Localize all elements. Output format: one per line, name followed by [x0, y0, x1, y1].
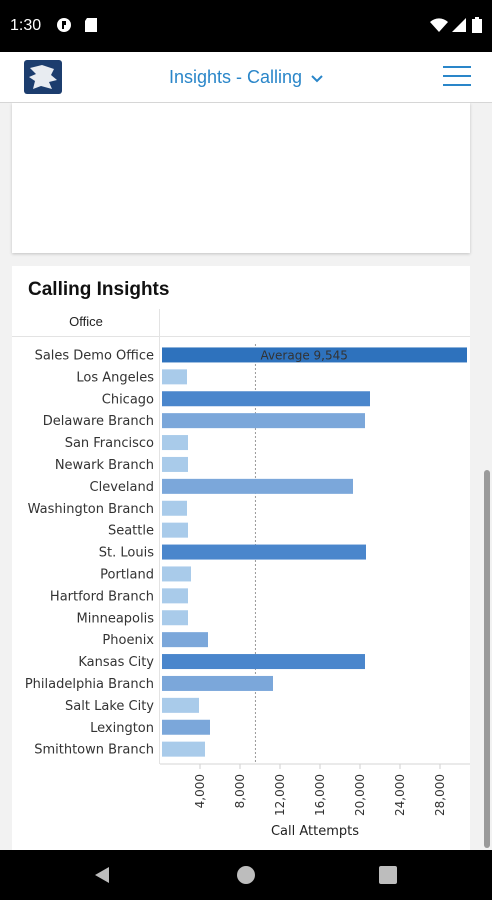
- category-label: Newark Branch: [55, 458, 154, 473]
- column-divider: [159, 309, 160, 764]
- category-label: Phoenix: [102, 633, 154, 648]
- bar[interactable]: [162, 478, 353, 494]
- category-label: Salt Lake City: [65, 699, 154, 714]
- call-attempts-bar-chart: Sales Demo Office Los Angeles Chicago Delaw…: [25, 344, 470, 839]
- bar[interactable]: [162, 391, 370, 407]
- x-tick-label: 12,000: [273, 774, 287, 816]
- category-label: Washington Branch: [28, 502, 154, 517]
- bar[interactable]: [162, 632, 208, 648]
- bar[interactable]: [162, 566, 191, 582]
- bar[interactable]: [162, 435, 188, 451]
- status-time: 1:30: [10, 17, 42, 34]
- bar[interactable]: [162, 369, 187, 385]
- bar[interactable]: [162, 522, 188, 538]
- battery-icon: [472, 17, 482, 33]
- bar[interactable]: [162, 456, 188, 472]
- x-tick-label: 8,000: [233, 774, 247, 808]
- category-label: Delaware Branch: [43, 414, 154, 429]
- status-bar: 1:30: [0, 0, 492, 52]
- chevron-down-icon: [311, 75, 323, 83]
- calling-insights-card: Calling Insights Office Sales Demo Offic…: [12, 266, 470, 850]
- scroll-content[interactable]: Calling Insights Office Sales Demo Offic…: [0, 103, 492, 850]
- bar[interactable]: [162, 500, 187, 516]
- category-label: Sales Demo Office: [35, 348, 154, 363]
- lion-logo-icon: [29, 65, 57, 89]
- x-tick-label: 4,000: [193, 774, 207, 808]
- wifi-icon: [430, 18, 448, 32]
- average-label: Average 9,545: [260, 348, 347, 362]
- category-label: Hartford Branch: [50, 589, 154, 604]
- category-label: Smithtown Branch: [34, 743, 154, 758]
- bar[interactable]: [162, 675, 273, 691]
- category-label: Kansas City: [78, 655, 154, 670]
- bar[interactable]: [162, 610, 188, 626]
- hamburger-menu-button[interactable]: [443, 66, 471, 90]
- bar[interactable]: [162, 544, 366, 560]
- bar[interactable]: [162, 413, 365, 429]
- x-tick-label: 20,000: [353, 774, 367, 816]
- x-tick-label: 16,000: [313, 774, 327, 816]
- app-notification-icon: [57, 18, 71, 32]
- bar[interactable]: [162, 697, 199, 713]
- screen-title: Insights - Calling: [168, 67, 303, 87]
- signal-icon: [452, 18, 466, 32]
- x-tick-label: 24,000: [393, 774, 407, 816]
- category-label: Philadelphia Branch: [25, 677, 154, 692]
- category-label: Los Angeles: [76, 370, 154, 385]
- bar[interactable]: [162, 347, 467, 363]
- category-label: Seattle: [108, 524, 154, 539]
- screen-title-dropdown[interactable]: Insights - Calling: [0, 67, 492, 88]
- navigation-bar: [0, 850, 492, 900]
- recents-button[interactable]: [379, 866, 397, 884]
- company-logo[interactable]: [24, 60, 62, 94]
- category-label: Portland: [100, 567, 154, 582]
- category-label: Minneapolis: [77, 611, 155, 626]
- app-bar: Insights - Calling: [0, 52, 492, 103]
- bar[interactable]: [162, 654, 365, 670]
- home-button[interactable]: [236, 865, 256, 885]
- header-divider: [12, 336, 470, 337]
- x-tick-label: 28,000: [433, 774, 447, 816]
- category-label: San Francisco: [65, 436, 154, 451]
- scrollbar[interactable]: [484, 470, 490, 848]
- bar[interactable]: [162, 719, 210, 735]
- bar[interactable]: [162, 588, 188, 604]
- category-label: Chicago: [102, 392, 154, 407]
- sd-card-icon: [85, 18, 97, 32]
- category-label: Cleveland: [90, 480, 154, 495]
- top-card: [12, 103, 470, 253]
- office-column-header[interactable]: Office: [69, 314, 103, 329]
- x-axis-label: Call Attempts: [271, 824, 359, 839]
- category-label: St. Louis: [99, 546, 154, 561]
- back-button[interactable]: [92, 865, 112, 885]
- category-label: Lexington: [90, 721, 154, 736]
- bar[interactable]: [162, 741, 205, 757]
- section-title: Calling Insights: [28, 279, 170, 300]
